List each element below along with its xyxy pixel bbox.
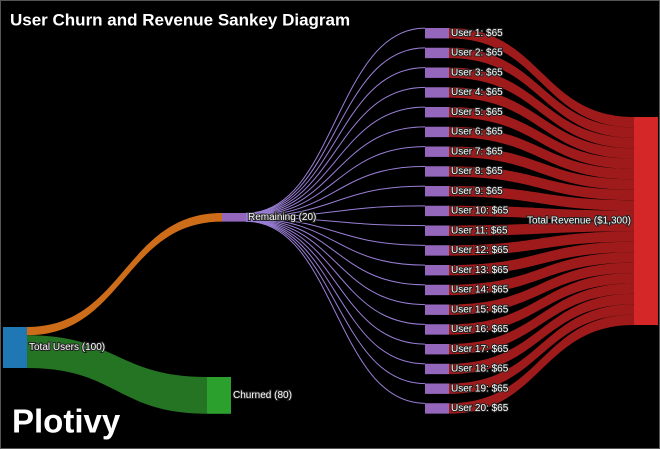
node [3, 327, 27, 368]
links [27, 27, 634, 414]
link [245, 220, 426, 385]
node [222, 213, 246, 222]
node [425, 186, 449, 197]
link [245, 106, 426, 216]
node-label: User 6: $65 [451, 127, 503, 138]
node-label: User 4: $65 [451, 87, 503, 98]
link [245, 217, 426, 246]
link [27, 213, 222, 336]
link [27, 335, 207, 414]
link [449, 304, 634, 394]
nodes: Total Users (100) Remaining (20) Churned (… [3, 27, 658, 415]
link [449, 166, 634, 201]
node-label: User 7: $65 [451, 146, 503, 157]
link [245, 218, 426, 286]
link [449, 67, 634, 149]
node [425, 265, 449, 276]
link [245, 217, 426, 227]
link [245, 185, 426, 218]
node-label: User 2: $65 [451, 48, 503, 59]
link [449, 241, 634, 276]
link [449, 146, 634, 190]
node-label: User 9: $65 [451, 186, 503, 197]
node [425, 126, 449, 138]
link [245, 217, 426, 266]
link [245, 67, 426, 215]
node [425, 47, 449, 59]
link [245, 86, 426, 216]
node [634, 117, 658, 325]
node [425, 403, 449, 414]
node-label: User 14: $65 [451, 285, 509, 296]
link [449, 205, 634, 221]
node-label: User 17: $65 [451, 344, 509, 355]
node [425, 284, 449, 296]
node-label: Churned (80) [233, 390, 292, 401]
link [449, 273, 634, 335]
node [425, 225, 449, 236]
node-label: User 11: $65 [451, 225, 508, 236]
link [449, 126, 634, 180]
link [245, 219, 426, 325]
node [425, 324, 449, 335]
node [207, 377, 231, 414]
watermark: Plotivy [12, 403, 121, 440]
node-label: User 10: $65 [451, 206, 509, 217]
link [449, 252, 634, 296]
link [449, 87, 634, 159]
link [245, 126, 426, 216]
node [425, 344, 449, 355]
node [425, 304, 449, 315]
node-label: User 5: $65 [451, 107, 503, 118]
node [425, 87, 449, 98]
node [425, 166, 449, 177]
node [425, 205, 449, 217]
node [425, 67, 449, 78]
node-label: Remaining (20) [248, 212, 316, 223]
link [449, 186, 634, 211]
node-label: User 19: $65 [451, 383, 509, 394]
link [449, 47, 634, 138]
node-label: Total Revenue ($1,300) [527, 216, 631, 227]
node-label: User 1: $65 [451, 28, 503, 39]
link [245, 220, 426, 365]
node-label: User 15: $65 [451, 304, 509, 315]
link [245, 219, 426, 345]
link [449, 221, 634, 236]
node [425, 363, 449, 375]
node-label: User 13: $65 [451, 265, 509, 276]
link [449, 231, 634, 256]
link [245, 218, 426, 306]
link [449, 314, 634, 414]
link [449, 262, 634, 315]
link [449, 293, 634, 375]
link [449, 28, 634, 128]
node-label: User 16: $65 [451, 324, 509, 335]
link [245, 165, 426, 217]
node [425, 146, 449, 157]
node [425, 245, 449, 256]
node-label: User 3: $65 [451, 67, 503, 78]
node-label: Total Users (100) [29, 342, 105, 353]
node-label: User 12: $65 [451, 245, 509, 256]
node-label: User 18: $65 [451, 364, 509, 375]
link [245, 220, 426, 404]
node [425, 28, 449, 39]
link [245, 47, 426, 215]
link [245, 205, 426, 218]
node-label: User 20: $65 [451, 403, 509, 414]
node [425, 107, 449, 118]
link [245, 27, 426, 214]
chart-title: User Churn and Revenue Sankey Diagram [10, 10, 350, 29]
node [425, 383, 449, 394]
link [449, 283, 634, 355]
link [245, 146, 426, 217]
node-label: User 8: $65 [451, 166, 503, 177]
link [449, 107, 634, 169]
